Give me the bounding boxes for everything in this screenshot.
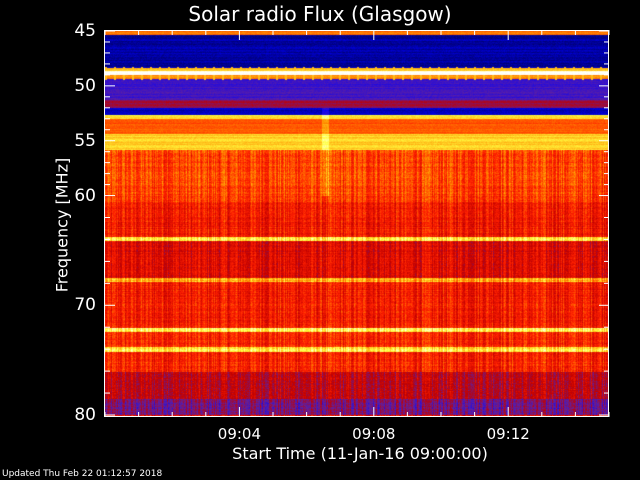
y-axis-label: Frequency [MHz] [52,157,72,293]
x-tick-label: 09:08 [352,425,396,443]
y-tick-label: 45 [74,21,96,41]
y-tick-label: 60 [74,185,96,206]
x-axis-label: Start Time (11-Jan-16 09:00:00) [232,444,488,463]
updated-timestamp: Updated Thu Feb 22 01:12:57 2018 [2,469,163,479]
chart-title: Solar radio Flux (Glasgow) [188,2,452,26]
y-tick-label: 80 [74,405,96,425]
y-tick-label: 55 [74,130,96,151]
x-tick-label: 09:04 [217,425,262,443]
x-tick-label: 09:12 [486,425,530,443]
y-tick-label: 70 [74,295,96,316]
y-tick-label: 50 [74,75,96,96]
spectrogram-heatmap [105,31,608,416]
